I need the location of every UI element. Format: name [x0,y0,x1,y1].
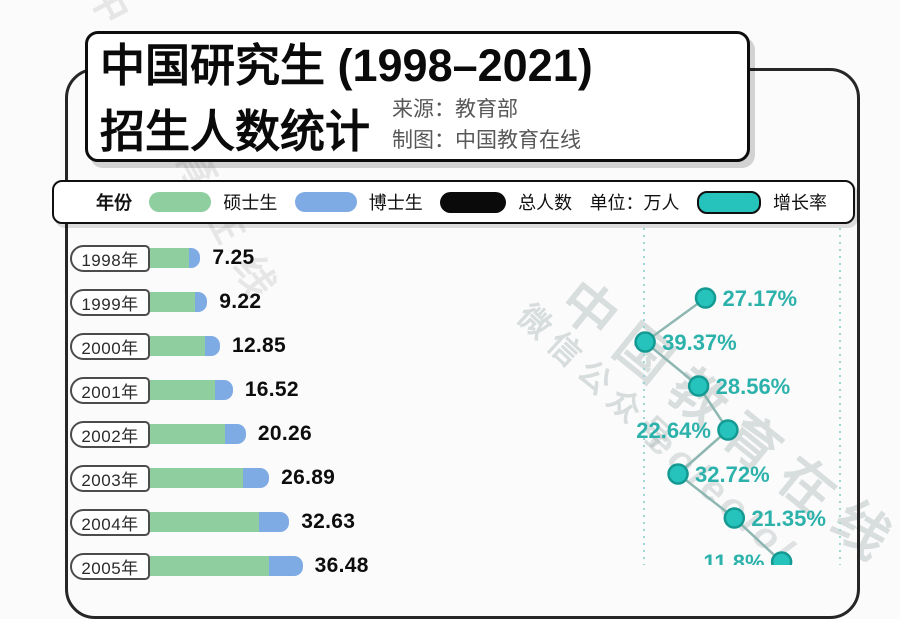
stacked-bar [150,424,246,444]
doctor-bar-segment [214,380,233,400]
credit-label: 制图：中国教育在线 [392,129,582,152]
infographic-canvas: 中国教育在线 中国教育在线 微信公众号 eoleolol 中国研究生 (1998… [52,0,900,619]
stacked-bar [150,556,303,576]
legend-item-master: 硕士生 [149,189,277,215]
master-bar-segment [150,424,225,444]
growth-swatch-icon [696,190,761,214]
doctor-bar-segment [194,292,208,312]
stacked-bar [150,336,220,356]
master-bar-segment [150,512,259,532]
page-title-line2: 招生人数统计 [100,106,371,157]
doctor-bar-segment [204,336,220,356]
stacked-bar [150,248,201,268]
year-pill: 1999年 [70,288,150,316]
master-bar-segment [150,248,190,268]
year-pill: 2003年 [70,464,150,492]
chart-row: 1998年 7.25 [70,243,254,273]
title-card: 中国研究生 (1998–2021) 招生人数统计 来源：教育部 制图：中国教育在… [85,31,750,162]
stacked-bar [150,468,270,488]
legend-growth-label: 增长率 [772,193,827,213]
chart-row: 2000年 12.85 [70,331,286,361]
total-swatch-icon [440,191,507,213]
total-value-label: 9.22 [219,290,262,313]
doctor-bar-segment [224,424,246,444]
page-title-line1: 中国研究生 (1998–2021) [100,40,593,91]
source-label: 来源：教育部 [392,98,519,121]
total-value-label: 32.63 [301,510,356,533]
doctor-bar-segment [269,556,303,576]
year-pill: 2002年 [70,420,150,448]
legend-master-label: 硕士生 [223,193,278,213]
year-pill: 2000年 [70,332,150,360]
year-pill: 2005年 [70,552,150,580]
master-bar-segment [150,468,243,488]
chart-row: 2003年 26.89 [70,463,335,493]
stacked-bar [150,380,233,400]
master-swatch-icon [149,192,212,212]
legend-item-total: 总人数 [440,189,572,215]
year-pill: 1998年 [70,244,150,272]
master-bar-segment [150,336,205,356]
master-bar-segment [150,292,195,312]
chart-row: 1999年 9.22 [70,287,261,317]
chart-row: 2001年 16.52 [70,375,299,405]
legend-item-doctor: 博士生 [294,189,423,215]
legend-year-label: 年份 [96,193,132,213]
doctor-swatch-icon [294,192,357,212]
total-value-label: 7.25 [212,246,255,269]
master-bar-segment [150,556,270,576]
total-value-label: 16.52 [244,378,299,401]
chart-row: 2005年 36.48 [70,551,369,581]
year-pill: 2001年 [70,376,150,404]
title-meta: 来源：教育部 制图：中国教育在线 [392,94,581,161]
total-value-label: 26.89 [281,466,336,489]
doctor-bar-segment [189,248,201,268]
legend-doctor-label: 博士生 [368,193,423,213]
doctor-bar-segment [258,512,290,532]
master-bar-segment [150,380,215,400]
total-value-label: 36.48 [314,554,369,577]
chart-row: 2004年 32.63 [70,507,355,537]
legend-total-label: 总人数 [518,193,573,213]
chart-row: 2002年 20.26 [70,419,312,449]
total-value-label: 12.85 [231,334,287,357]
legend-unit-label: 单位：万人 [589,193,680,213]
legend-bar: 年份 硕士生 博士生 总人数 单位：万人 增长率 [52,180,855,224]
stacked-bar [150,512,290,532]
total-value-label: 20.26 [257,422,312,445]
year-pill: 2004年 [70,508,150,536]
legend-item-growth: 增长率 [696,189,827,215]
stacked-bar [150,292,208,312]
doctor-bar-segment [242,468,270,488]
